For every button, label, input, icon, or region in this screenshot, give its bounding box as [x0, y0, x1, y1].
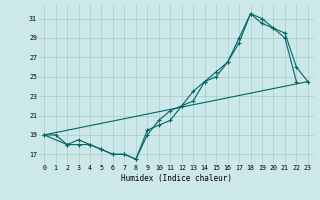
X-axis label: Humidex (Indice chaleur): Humidex (Indice chaleur) [121, 174, 231, 183]
